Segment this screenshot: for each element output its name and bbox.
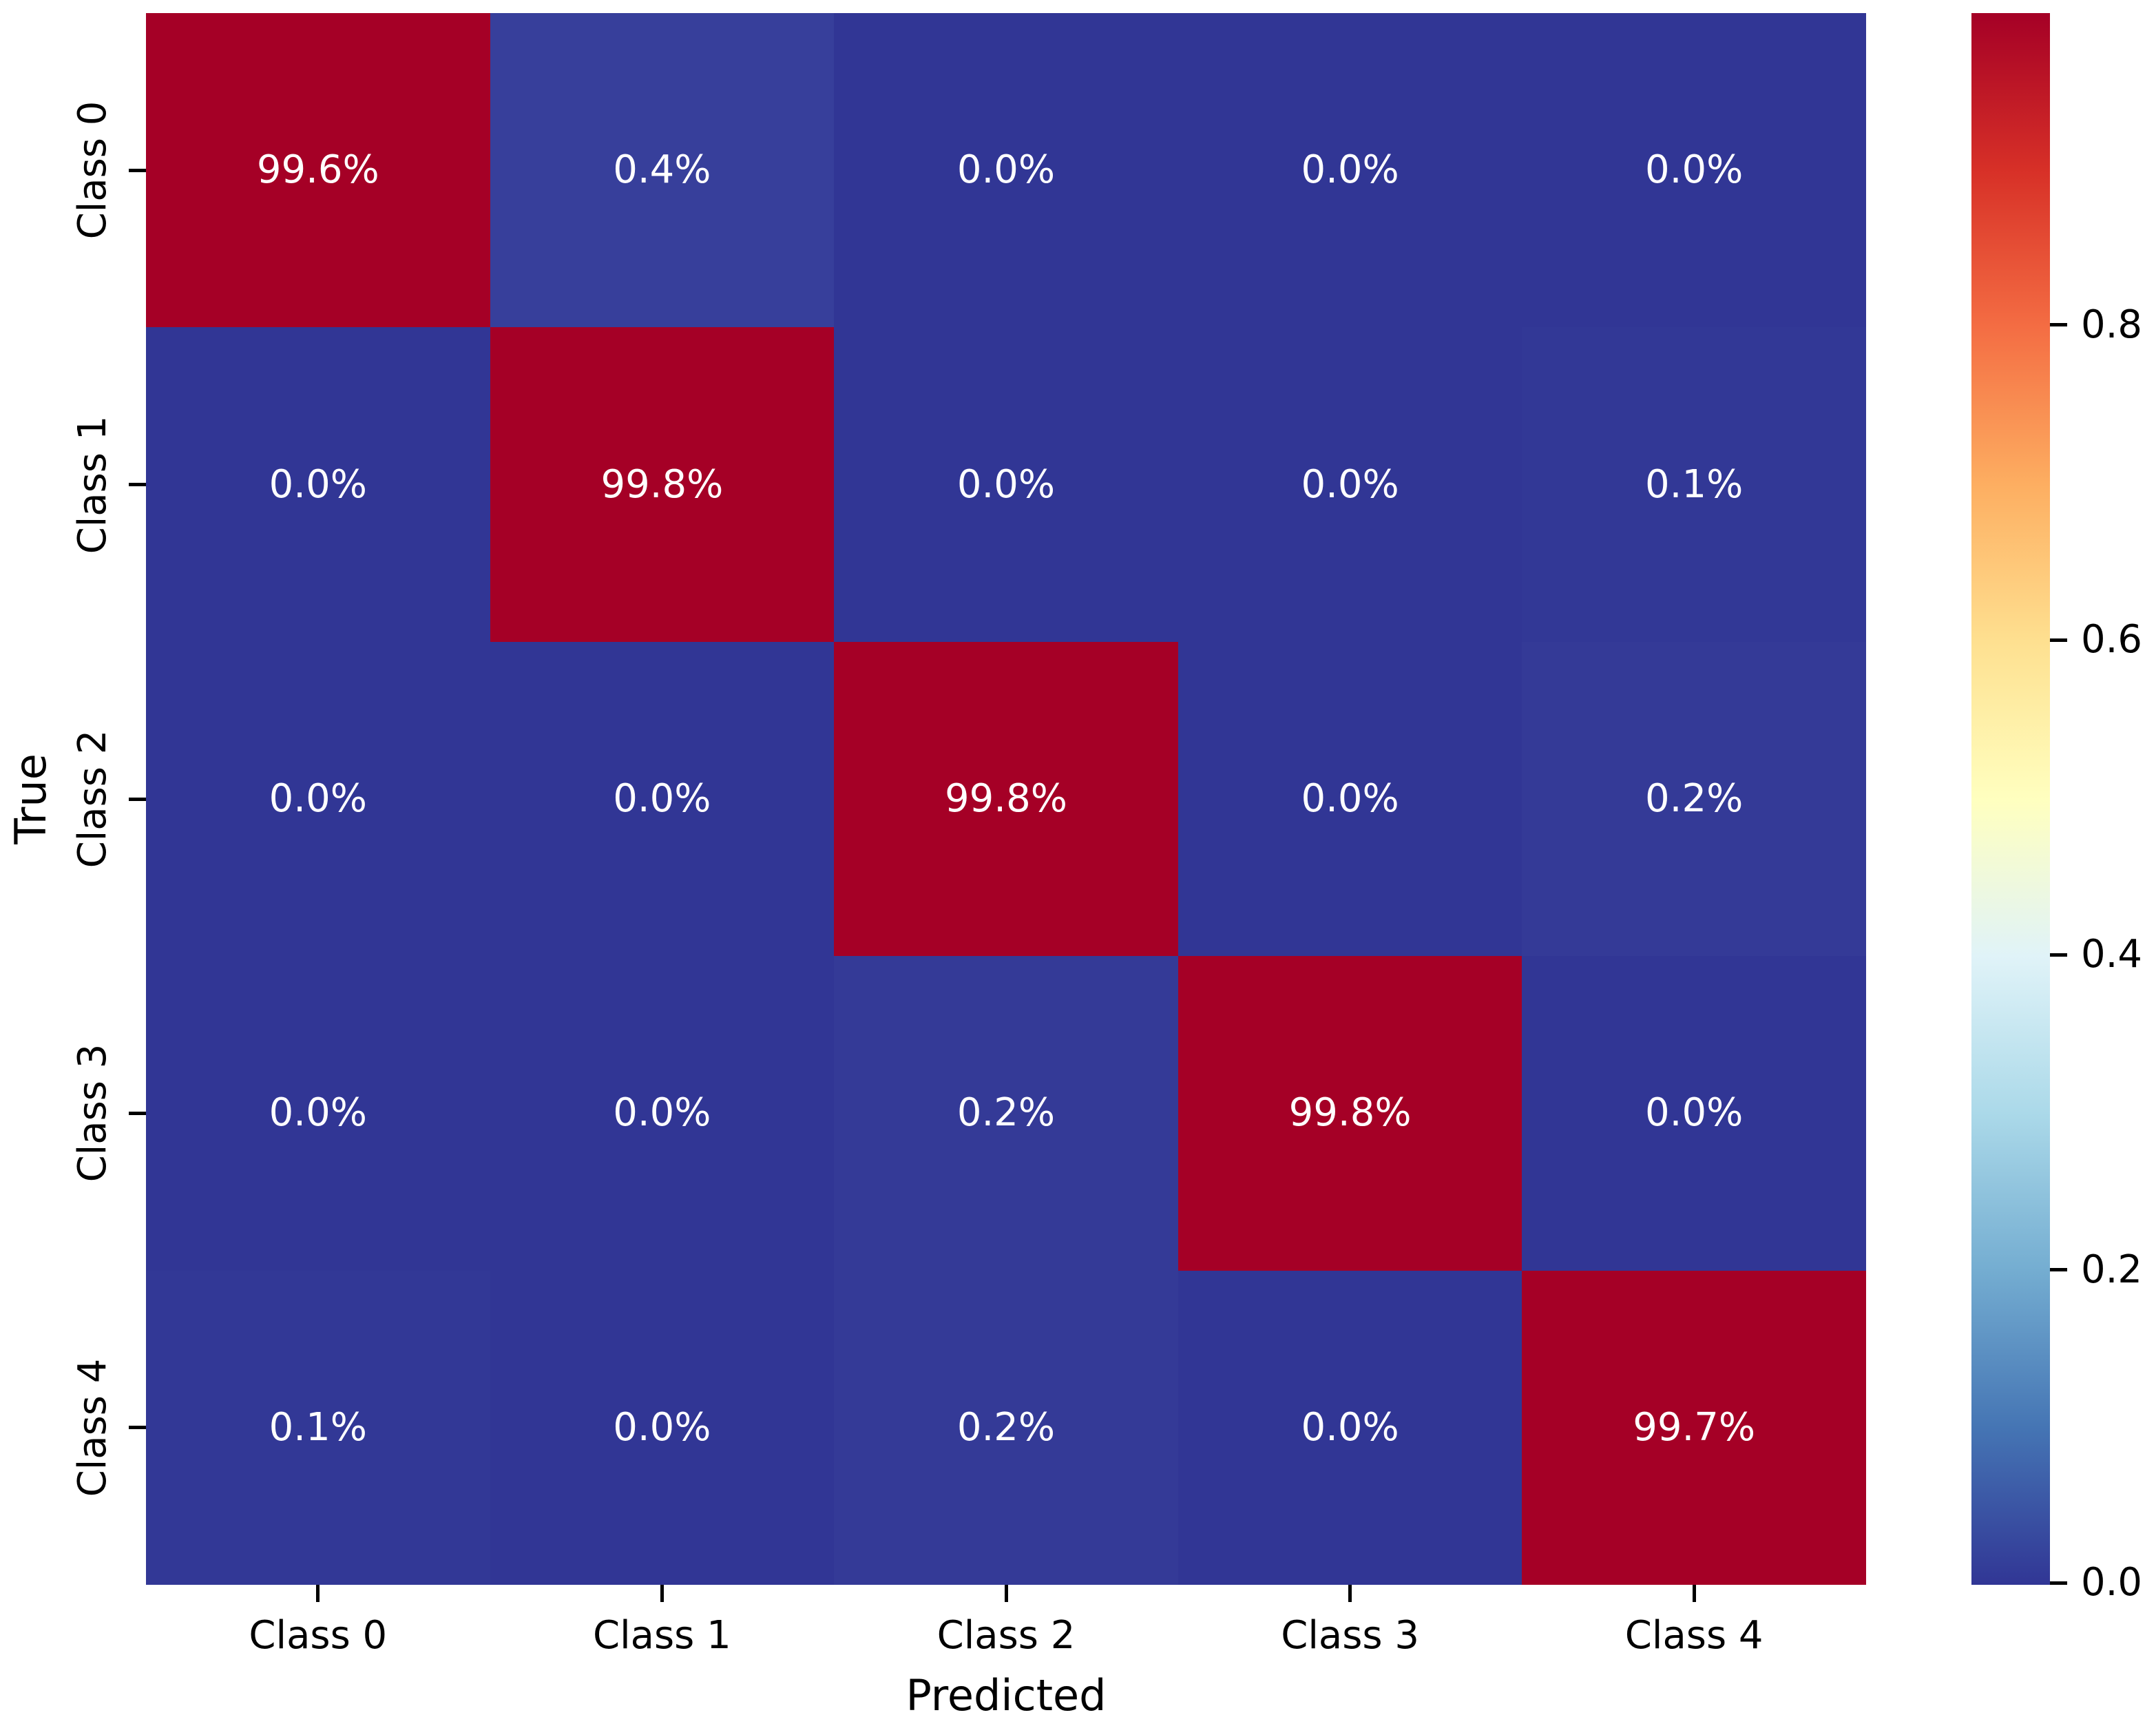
colorbar-tick-label: 0.0 (2081, 1560, 2143, 1605)
cell-value-label: 0.0% (1301, 147, 1399, 193)
colorbar-tick-label: 0.6 (2081, 617, 2143, 663)
heatmap-cell-r1c3: 0.0% (1178, 327, 1522, 642)
heatmap-cell-r4c0: 0.1% (146, 1270, 490, 1585)
x-axis-tick (1348, 1585, 1352, 1602)
y-axis-tick (129, 797, 146, 801)
y-axis-tick (129, 483, 146, 487)
cell-value-label: 99.6% (256, 147, 379, 193)
heatmap-cell-r0c1: 0.4% (490, 13, 835, 328)
cell-value-label: 0.0% (613, 1404, 711, 1450)
heatmap-cell-r2c2: 99.8% (834, 641, 1178, 957)
x-axis-tick (660, 1585, 664, 1602)
x-axis-tick-label: Class 4 (1624, 1613, 1763, 1658)
colorbar-tick-label: 0.4 (2081, 932, 2143, 977)
cell-value-label: 0.0% (269, 1090, 367, 1136)
colorbar-tick (2050, 953, 2067, 957)
colorbar-gradient (1971, 13, 2050, 1585)
heatmap-cell-r2c1: 0.0% (490, 641, 835, 957)
cell-value-label: 0.0% (956, 461, 1056, 507)
cell-value-label: 0.2% (956, 1404, 1056, 1450)
y-axis-tick-label: Class 0 (70, 101, 115, 240)
heatmap-cell-r1c2: 0.0% (834, 327, 1178, 642)
heatmap-cell-r1c0: 0.0% (146, 327, 490, 642)
x-axis-tick (1692, 1585, 1696, 1602)
confusion-matrix-heatmap: 99.6% 0.4% 0.0% 0.0% 0.0% 0.0% 99.8% 0.0% 0.0% 0.… (146, 13, 1866, 1585)
heatmap-cell-r0c3: 0.0% (1178, 13, 1522, 328)
cell-value-label: 0.0% (1645, 147, 1744, 193)
x-axis-tick-label: Class 0 (249, 1613, 388, 1658)
y-axis-title: True (6, 753, 56, 844)
heatmap-cell-r3c4: 0.0% (1522, 956, 1866, 1271)
y-axis-tick (129, 1426, 146, 1430)
cell-value-label: 0.0% (1301, 776, 1399, 821)
heatmap-cell-r4c1: 0.0% (490, 1270, 835, 1585)
colorbar-tick (2050, 1581, 2067, 1585)
x-axis-tick-label: Class 1 (593, 1613, 731, 1658)
cell-value-label: 0.2% (956, 1090, 1056, 1136)
heatmap-cell-r3c2: 0.2% (834, 956, 1178, 1271)
cell-value-label: 0.0% (613, 1090, 711, 1136)
cell-value-label: 0.0% (613, 776, 711, 821)
x-axis-tick (1004, 1585, 1008, 1602)
cell-value-label: 99.8% (600, 461, 724, 507)
heatmap-cell-r3c1: 0.0% (490, 956, 835, 1271)
y-axis-tick (129, 1111, 146, 1115)
heatmap-cell-r0c0: 99.6% (146, 13, 490, 328)
colorbar (1971, 13, 2050, 1585)
colorbar-tick-label: 0.8 (2081, 302, 2143, 347)
y-axis-tick (129, 168, 146, 172)
colorbar-tick (2050, 638, 2067, 642)
x-axis-tick-label: Class 2 (936, 1613, 1076, 1658)
cell-value-label: 99.8% (945, 776, 1067, 821)
y-axis-tick-label: Class 1 (70, 415, 115, 554)
heatmap-cell-r2c3: 0.0% (1178, 641, 1522, 957)
y-axis-tick-label: Class 4 (70, 1358, 115, 1497)
heatmap-cell-r1c4: 0.1% (1522, 327, 1866, 642)
cell-value-label: 0.4% (613, 147, 711, 193)
y-axis-tick-label: Class 3 (70, 1044, 115, 1183)
cell-value-label: 0.0% (1301, 1404, 1399, 1450)
x-axis-tick-label: Class 3 (1281, 1613, 1419, 1658)
x-axis-tick (316, 1585, 320, 1602)
heatmap-cell-r0c4: 0.0% (1522, 13, 1866, 328)
y-axis-tick-label: Class 2 (70, 729, 115, 869)
colorbar-tick (2050, 323, 2067, 327)
cell-value-label: 0.2% (1645, 776, 1744, 821)
heatmap-cell-r4c2: 0.2% (834, 1270, 1178, 1585)
heatmap-cell-r0c2: 0.0% (834, 13, 1178, 328)
x-axis-title: Predicted (906, 1670, 1107, 1720)
cell-value-label: 0.0% (956, 147, 1056, 193)
heatmap-cell-r2c4: 0.2% (1522, 641, 1866, 957)
heatmap-cell-r1c1: 99.8% (490, 327, 835, 642)
heatmap-cell-r3c0: 0.0% (146, 956, 490, 1271)
cell-value-label: 0.1% (269, 1404, 367, 1450)
cell-value-label: 0.0% (1645, 1090, 1744, 1136)
cell-value-label: 0.0% (1301, 461, 1399, 507)
colorbar-tick (2050, 1268, 2067, 1272)
heatmap-cell-r3c3: 99.8% (1178, 956, 1522, 1271)
cell-value-label: 99.8% (1288, 1090, 1412, 1136)
heatmap-cell-r4c3: 0.0% (1178, 1270, 1522, 1585)
heatmap-cell-r2c0: 0.0% (146, 641, 490, 957)
cell-value-label: 0.0% (269, 776, 367, 821)
colorbar-tick-label: 0.2 (2081, 1247, 2143, 1292)
cell-value-label: 99.7% (1633, 1404, 1756, 1450)
cell-value-label: 0.0% (269, 461, 367, 507)
cell-value-label: 0.1% (1645, 461, 1744, 507)
heatmap-cell-r4c4: 99.7% (1522, 1270, 1866, 1585)
